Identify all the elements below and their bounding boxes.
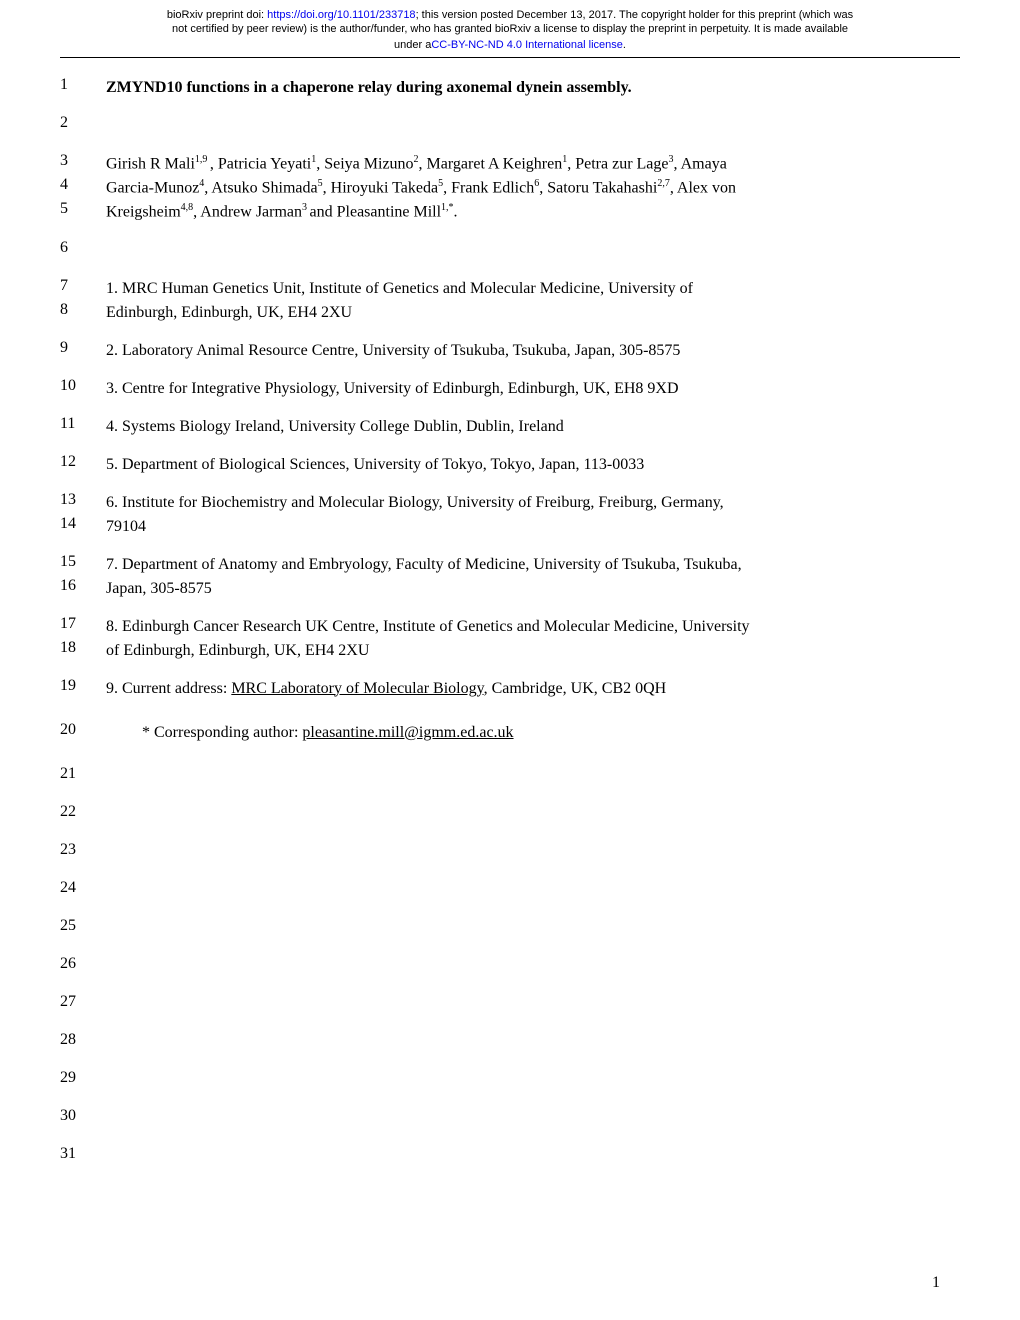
- affiliation-block: 9 2. Laboratory Animal Resource Centre, …: [60, 339, 940, 363]
- header-text: not certified by peer review) is the aut…: [172, 23, 848, 35]
- line-number: 13: [60, 491, 106, 509]
- line-number: 1: [60, 76, 106, 94]
- blank-row: 21: [60, 765, 940, 789]
- affiliation-text: 9. Current address: MRC Laboratory of Mo…: [106, 677, 940, 701]
- authors-line: Kreigsheim4,8, Andrew Jarman3 and Pleasa…: [106, 200, 940, 224]
- affiliation-block: 13 6. Institute for Biochemistry and Mol…: [60, 491, 940, 539]
- line-number: 14: [60, 515, 106, 533]
- line-number: 11: [60, 415, 106, 433]
- line-number: 8: [60, 301, 106, 319]
- line-number: 18: [60, 639, 106, 657]
- blank-row: 24: [60, 879, 940, 903]
- line-number: 22: [60, 803, 106, 821]
- blank-row: 25: [60, 917, 940, 941]
- blank-row: 28: [60, 1031, 940, 1055]
- header-text: .: [623, 39, 626, 51]
- authors-line: Garcia-Munoz4, Atsuko Shimada5, Hiroyuki…: [106, 176, 940, 200]
- divider: [60, 57, 960, 58]
- header-text: under a: [394, 39, 431, 51]
- preprint-header: bioRxiv preprint doi: https://doi.org/10…: [0, 0, 1020, 39]
- line-number: 10: [60, 377, 106, 395]
- line-number: 26: [60, 955, 106, 973]
- affiliation-text: 1. MRC Human Genetics Unit, Institute of…: [106, 277, 940, 301]
- blank-row: 2: [60, 114, 940, 138]
- affiliation-text: 4. Systems Biology Ireland, University C…: [106, 415, 940, 439]
- blank-row: 31: [60, 1145, 940, 1169]
- page-number: 1: [932, 1274, 940, 1292]
- affiliation-text: 3. Centre for Integrative Physiology, Un…: [106, 377, 940, 401]
- line-number: 17: [60, 615, 106, 633]
- affiliation-text: Japan, 305-8575: [106, 577, 940, 601]
- line-number: 6: [60, 239, 106, 257]
- authors-block: 3 Girish R Mali1,9 , Patricia Yeyati1, S…: [60, 152, 940, 225]
- authors-line: Girish R Mali1,9 , Patricia Yeyati1, Sei…: [106, 152, 940, 176]
- license-link[interactable]: CC-BY-NC-ND 4.0 International license: [431, 39, 623, 51]
- line-number: 30: [60, 1107, 106, 1125]
- affiliation-block: 19 9. Current address: MRC Laboratory of…: [60, 677, 940, 701]
- affiliation-block: 15 7. Department of Anatomy and Embryolo…: [60, 553, 940, 601]
- header-text: ; this version posted December 13, 2017.…: [416, 9, 854, 21]
- blank-row: 26: [60, 955, 940, 979]
- affiliation-text: 2. Laboratory Animal Resource Centre, Un…: [106, 339, 940, 363]
- affiliation-text: 5. Department of Biological Sciences, Un…: [106, 453, 940, 477]
- line-number: 29: [60, 1069, 106, 1087]
- blank-row: 27: [60, 993, 940, 1017]
- paper-title: ZMYND10 functions in a chaperone relay d…: [106, 76, 940, 100]
- affiliation-text: Edinburgh, Edinburgh, UK, EH4 2XU: [106, 301, 940, 325]
- line-number: 16: [60, 577, 106, 595]
- doi-link[interactable]: https://doi.org/10.1101/233718: [267, 9, 415, 21]
- affiliation-text: of Edinburgh, Edinburgh, UK, EH4 2XU: [106, 639, 940, 663]
- line-number: 7: [60, 277, 106, 295]
- affiliation-block: 7 1. MRC Human Genetics Unit, Institute …: [60, 277, 940, 325]
- affiliation-text: 7. Department of Anatomy and Embryology,…: [106, 553, 940, 577]
- line-number: 28: [60, 1031, 106, 1049]
- blank-row: 22: [60, 803, 940, 827]
- line-number: 21: [60, 765, 106, 783]
- title-row: 1 ZMYND10 functions in a chaperone relay…: [60, 76, 940, 100]
- affiliation-block: 12 5. Department of Biological Sciences,…: [60, 453, 940, 477]
- line-number: 24: [60, 879, 106, 897]
- blank-row: 30: [60, 1107, 940, 1131]
- affiliation-text: 8. Edinburgh Cancer Research UK Centre, …: [106, 615, 940, 639]
- corresponding-author: 20 * Corresponding author: pleasantine.m…: [60, 721, 940, 745]
- line-number: 23: [60, 841, 106, 859]
- affiliation-text: 79104: [106, 515, 940, 539]
- blank-row: 29: [60, 1069, 940, 1093]
- affiliation-block: 17 8. Edinburgh Cancer Research UK Centr…: [60, 615, 940, 663]
- line-number: 20: [60, 721, 106, 739]
- line-number: 4: [60, 176, 106, 194]
- line-number: 31: [60, 1145, 106, 1163]
- line-number: 3: [60, 152, 106, 170]
- blank-row: 6: [60, 239, 940, 263]
- header-text: bioRxiv preprint doi:: [167, 9, 267, 21]
- affiliation-block: 11 4. Systems Biology Ireland, Universit…: [60, 415, 940, 439]
- line-number: 9: [60, 339, 106, 357]
- lab-link: MRC Laboratory of Molecular Biology: [231, 680, 483, 697]
- line-number: 25: [60, 917, 106, 935]
- line-number: 19: [60, 677, 106, 695]
- blank-row: 23: [60, 841, 940, 865]
- license-line: under aCC-BY-NC-ND 4.0 International lic…: [0, 39, 1020, 57]
- affiliation-text: 6. Institute for Biochemistry and Molecu…: [106, 491, 940, 515]
- line-number: 27: [60, 993, 106, 1011]
- line-number: 12: [60, 453, 106, 471]
- line-number: 2: [60, 114, 106, 132]
- line-number: 15: [60, 553, 106, 571]
- line-number: 5: [60, 200, 106, 218]
- manuscript-body: 1 ZMYND10 functions in a chaperone relay…: [0, 76, 1020, 1169]
- email-link[interactable]: pleasantine.mill@igmm.ed.ac.uk: [302, 724, 513, 741]
- affiliation-block: 10 3. Centre for Integrative Physiology,…: [60, 377, 940, 401]
